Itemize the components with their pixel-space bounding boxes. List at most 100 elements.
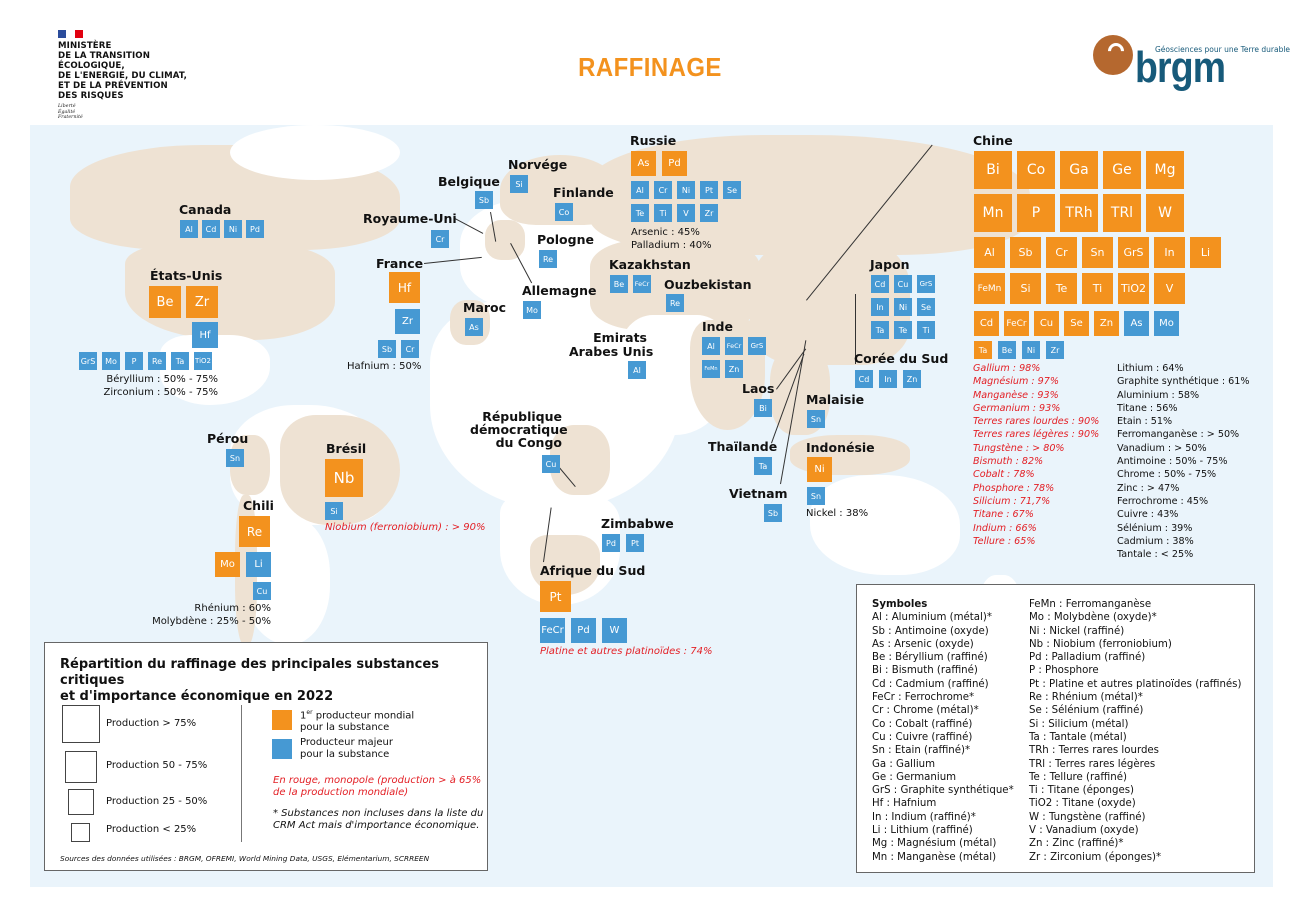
substance-box[interactable]: Si	[1010, 273, 1041, 304]
substance-box[interactable]: Li	[246, 552, 271, 577]
substance-box[interactable]: FeCr	[1004, 311, 1029, 336]
substance-box[interactable]: Ni	[1022, 341, 1040, 359]
substance-box[interactable]: As	[631, 151, 656, 176]
substance-box[interactable]: Te	[631, 204, 649, 222]
substance-box[interactable]: Te	[894, 321, 912, 339]
substance-box[interactable]: Se	[1064, 311, 1089, 336]
substance-box[interactable]: Ti	[1082, 273, 1113, 304]
substance-box[interactable]: Re	[239, 516, 270, 547]
substance-box[interactable]: Cu	[253, 582, 271, 600]
substance-box[interactable]: Ge	[1103, 151, 1141, 189]
substance-box[interactable]: TiO2	[1118, 273, 1149, 304]
substance-box[interactable]: Ta	[871, 321, 889, 339]
substance-box[interactable]: Co	[555, 203, 573, 221]
substance-box[interactable]: Al	[702, 337, 720, 355]
substance-box[interactable]: Pt	[540, 581, 571, 612]
substance-box[interactable]: Sb	[764, 504, 782, 522]
substance-box[interactable]: Ti	[917, 321, 935, 339]
substance-box[interactable]: Cr	[401, 340, 419, 358]
substance-box[interactable]: Be	[998, 341, 1016, 359]
substance-box[interactable]: TRh	[1060, 194, 1098, 232]
substance-box[interactable]: Zr	[186, 286, 218, 318]
substance-box[interactable]: Be	[610, 275, 628, 293]
substance-box[interactable]: Si	[325, 502, 343, 520]
substance-box[interactable]: Cu	[1034, 311, 1059, 336]
substance-box[interactable]: Mn	[974, 194, 1012, 232]
substance-box[interactable]: Zn	[725, 360, 743, 378]
substance-box[interactable]: Cd	[974, 311, 999, 336]
substance-box[interactable]: GrS	[1118, 237, 1149, 268]
substance-box[interactable]: Mo	[523, 301, 541, 319]
substance-box[interactable]: Pd	[246, 220, 264, 238]
substance-box[interactable]: FeCr	[725, 337, 743, 355]
substance-box[interactable]: Re	[539, 250, 557, 268]
substance-box[interactable]: Pd	[602, 534, 620, 552]
substance-box[interactable]: Ga	[1060, 151, 1098, 189]
substance-box[interactable]: Al	[631, 181, 649, 199]
substance-box[interactable]: GrS	[917, 275, 935, 293]
substance-box[interactable]: Sn	[807, 487, 825, 505]
substance-box[interactable]: Sn	[807, 410, 825, 428]
substance-box[interactable]: Al	[974, 237, 1005, 268]
substance-box[interactable]: Cd	[871, 275, 889, 293]
substance-box[interactable]: Ni	[224, 220, 242, 238]
substance-box[interactable]: W	[602, 618, 627, 643]
substance-box[interactable]: V	[1154, 273, 1185, 304]
substance-box[interactable]: Ta	[974, 341, 992, 359]
substance-box[interactable]: FeCr	[633, 275, 651, 293]
substance-box[interactable]: Si	[510, 175, 528, 193]
substance-box[interactable]: P	[125, 352, 143, 370]
substance-box[interactable]: Hf	[192, 322, 218, 348]
substance-box[interactable]: Zn	[903, 370, 921, 388]
substance-box[interactable]: Zr	[700, 204, 718, 222]
substance-box[interactable]: Pt	[626, 534, 644, 552]
substance-box[interactable]: Ni	[894, 298, 912, 316]
substance-box[interactable]: Cr	[654, 181, 672, 199]
substance-box[interactable]: Al	[628, 361, 646, 379]
substance-box[interactable]: Bi	[974, 151, 1012, 189]
substance-box[interactable]: Te	[1046, 273, 1077, 304]
substance-box[interactable]: Cr	[1046, 237, 1077, 268]
substance-box[interactable]: Ta	[754, 457, 772, 475]
substance-box[interactable]: Ti	[654, 204, 672, 222]
substance-box[interactable]: Sb	[475, 191, 493, 209]
substance-box[interactable]: As	[1124, 311, 1149, 336]
substance-box[interactable]: GrS	[79, 352, 97, 370]
substance-box[interactable]: Cr	[431, 230, 449, 248]
substance-box[interactable]: As	[465, 318, 483, 336]
substance-box[interactable]: Mg	[1146, 151, 1184, 189]
substance-box[interactable]: Se	[917, 298, 935, 316]
substance-box[interactable]: Pd	[571, 618, 596, 643]
substance-box[interactable]: FeMn	[974, 273, 1005, 304]
substance-box[interactable]: Zn	[1094, 311, 1119, 336]
substance-box[interactable]: Sb	[1010, 237, 1041, 268]
substance-box[interactable]: Zr	[1046, 341, 1064, 359]
substance-box[interactable]: Ni	[677, 181, 695, 199]
substance-box[interactable]: TRl	[1103, 194, 1141, 232]
substance-box[interactable]: Zr	[395, 309, 420, 334]
substance-box[interactable]: Re	[148, 352, 166, 370]
substance-box[interactable]: FeCr	[540, 618, 565, 643]
substance-box[interactable]: P	[1017, 194, 1055, 232]
substance-box[interactable]: Nb	[325, 459, 363, 497]
substance-box[interactable]: V	[677, 204, 695, 222]
substance-box[interactable]: Re	[666, 294, 684, 312]
substance-box[interactable]: W	[1146, 194, 1184, 232]
substance-box[interactable]: Al	[180, 220, 198, 238]
substance-box[interactable]: Cd	[202, 220, 220, 238]
substance-box[interactable]: Cu	[542, 455, 560, 473]
substance-box[interactable]: FeMn	[702, 360, 720, 378]
substance-box[interactable]: Mo	[215, 552, 240, 577]
substance-box[interactable]: Sb	[378, 340, 396, 358]
substance-box[interactable]: Pd	[662, 151, 687, 176]
substance-box[interactable]: In	[871, 298, 889, 316]
substance-box[interactable]: Ta	[171, 352, 189, 370]
substance-box[interactable]: Li	[1190, 237, 1221, 268]
substance-box[interactable]: Hf	[389, 272, 420, 303]
substance-box[interactable]: GrS	[748, 337, 766, 355]
substance-box[interactable]: Bi	[754, 399, 772, 417]
substance-box[interactable]: Ni	[807, 457, 832, 482]
substance-box[interactable]: Mo	[1154, 311, 1179, 336]
substance-box[interactable]: Pt	[700, 181, 718, 199]
substance-box[interactable]: Sn	[1082, 237, 1113, 268]
